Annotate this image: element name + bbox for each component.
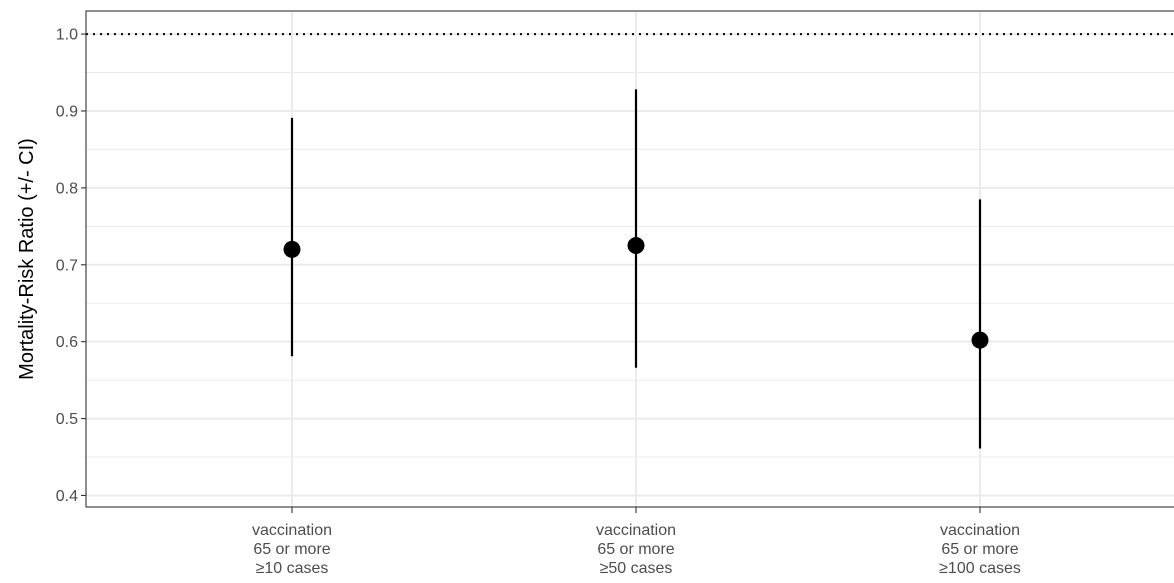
x-category-label-line: 65 or more (597, 541, 674, 558)
x-category-label-line: ≥50 cases (600, 560, 673, 577)
y-tick-label: 0.5 (56, 411, 78, 428)
estimate-point (971, 331, 989, 349)
grid-layer (86, 11, 1174, 507)
estimate-point (627, 237, 645, 255)
panel-border (85, 10, 1174, 508)
y-tick-label: 0.8 (56, 180, 78, 197)
y-tick-label: 0.4 (56, 488, 78, 505)
x-category-label-line: 65 or more (253, 541, 330, 558)
x-category-label-line: ≥10 cases (256, 560, 329, 577)
x-category-label-line: ≥100 cases (939, 560, 1021, 577)
y-tick-label: 1.0 (56, 27, 78, 44)
y-axis-title: Mortality-Risk Ratio (+/- CI) (16, 138, 38, 380)
data-layer (283, 89, 989, 449)
x-category-label-line: vaccination (252, 522, 332, 539)
y-tick-label: 0.6 (56, 334, 78, 351)
y-tick-label: 0.7 (56, 257, 78, 274)
x-category-label-line: vaccination (596, 522, 676, 539)
y-tick-label: 0.9 (56, 103, 78, 120)
x-category-label-line: 65 or more (941, 541, 1018, 558)
axis-layer: 0.4 0.5 0.6 0.7 0.8 0.9 1.0 vaccination 65 or mo… (56, 27, 1021, 577)
x-category-label: vaccination 65 or more ≥50 cases (596, 522, 676, 577)
x-category-label: vaccination 65 or more ≥10 cases (252, 522, 332, 577)
x-category-label: vaccination 65 or more ≥100 cases (939, 522, 1021, 577)
estimate-point (283, 240, 301, 258)
x-category-label-line: vaccination (940, 522, 1020, 539)
